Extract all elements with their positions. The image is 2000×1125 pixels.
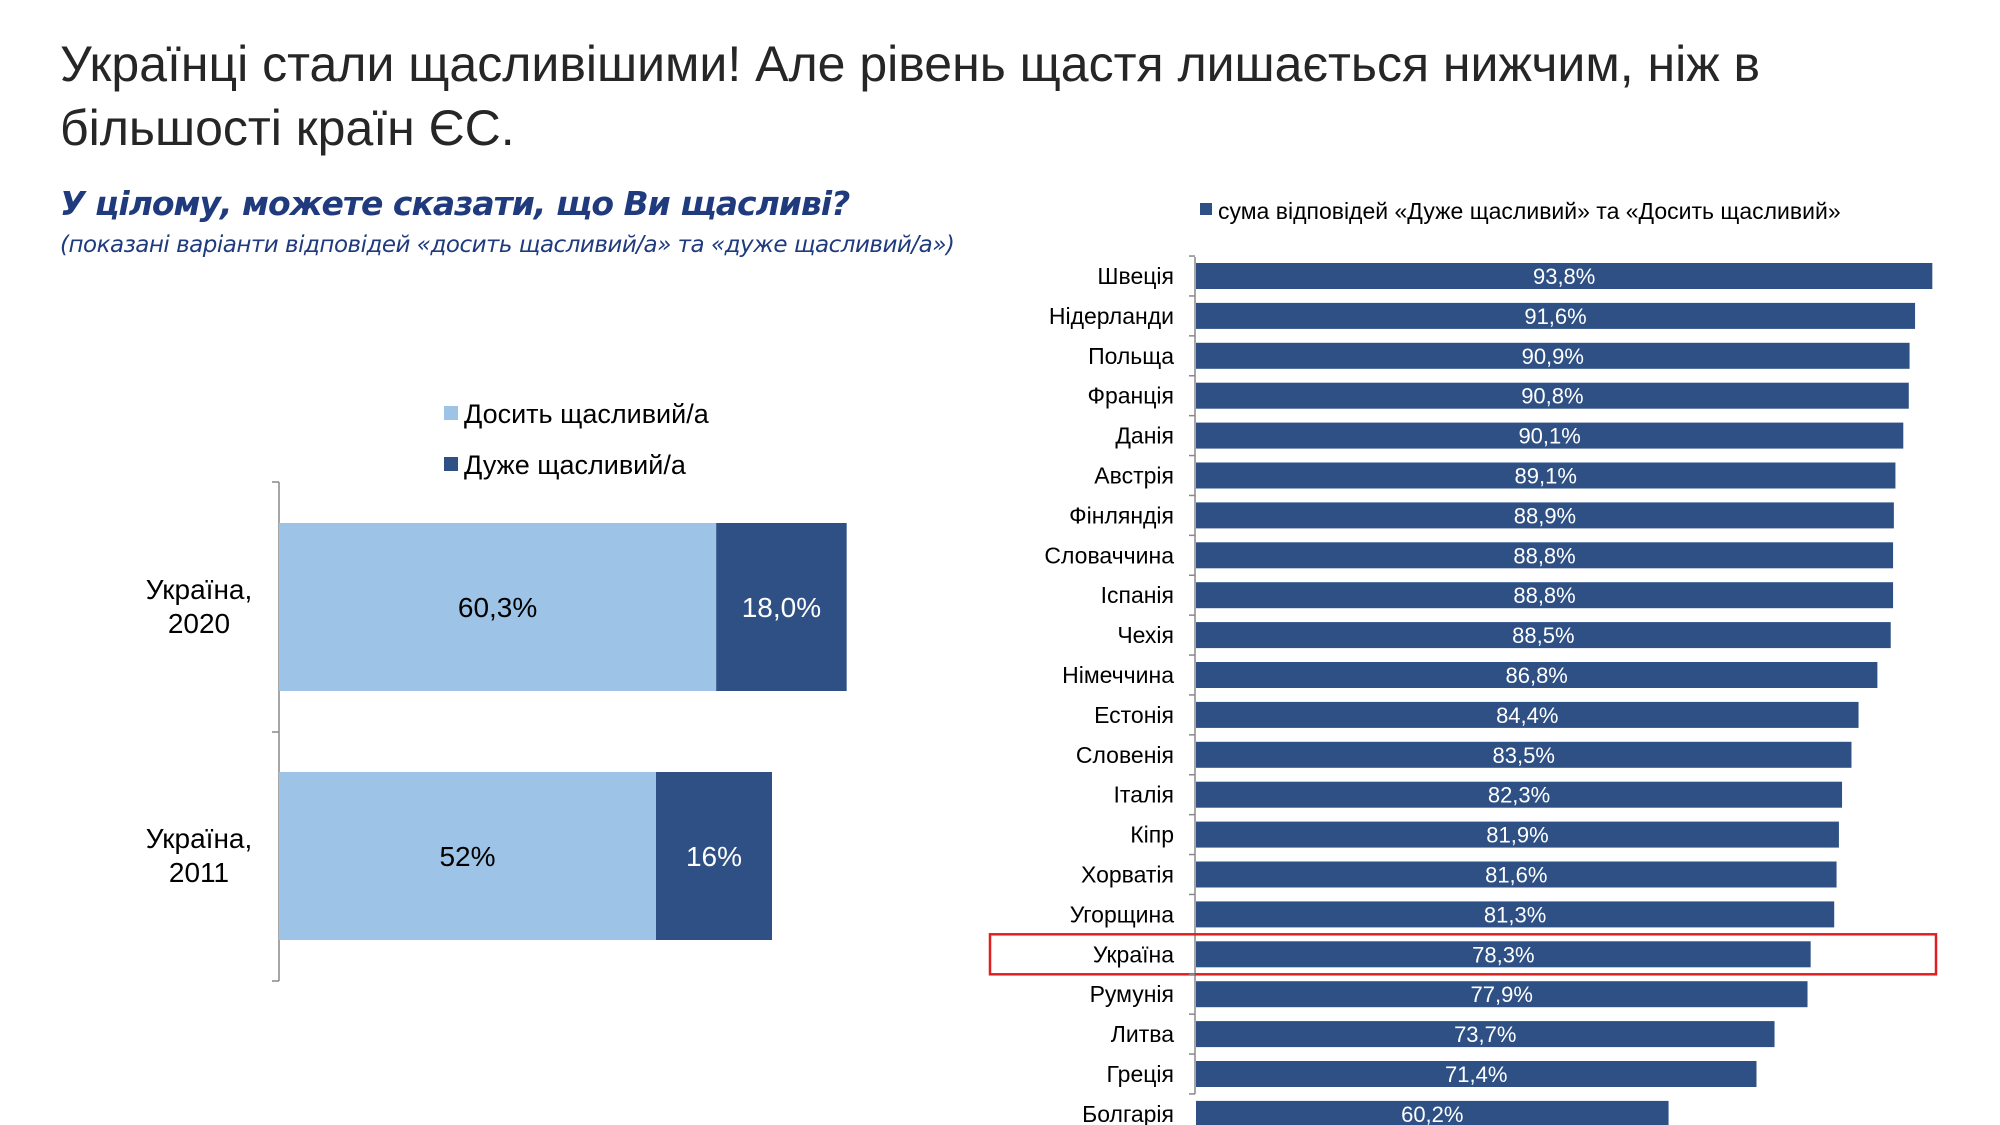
bar-Іспанія [1196,582,1894,609]
bar-Німеччина [1196,662,1878,688]
bar-data-label: 18,0% [742,592,821,623]
bar-Литва [1196,1021,1775,1048]
category-label: Італія [1114,782,1174,808]
bar-data-label: 52% [439,841,495,872]
legend-swatch-very-happy [444,457,458,471]
category-label: Литва [1111,1021,1174,1047]
slide-title: Українці стали щасливішими! Але рівень щ… [60,36,1761,156]
bar-Греція [1196,1061,1757,1087]
bar-data-label: 88,9% [1514,503,1576,528]
bar-Чехія [1196,622,1891,649]
category-label: Україна [1093,941,1174,967]
category-label: Словаччина [1044,542,1174,568]
bar-Фінляндія [1196,502,1894,529]
highlight-box [988,933,1938,976]
category-label: Чехія [1117,622,1174,648]
bar-Нідерланди [1196,302,1916,329]
category-label: Угорщина [1070,901,1175,927]
stacked-bar-segment [716,523,847,691]
category-label: Болгарія [1082,1101,1174,1125]
category-label: Україна, [146,574,253,605]
legend-label: сума відповідей «Дуже щасливий» та «Доси… [1218,198,1841,224]
bar-data-label: 60,3% [458,592,537,623]
category-label: Фінляндія [1069,502,1174,528]
bar-data-label: 88,5% [1512,623,1574,648]
stacked-bar-segment [279,772,656,940]
bar-data-label: 90,1% [1518,424,1580,449]
category-label: Естонія [1094,702,1174,728]
bar-Угорщина [1196,901,1835,928]
bar-Франція [1196,382,1909,409]
bar-Словенія [1196,741,1852,768]
bar-data-label: 84,4% [1496,703,1558,728]
bar-data-label: 90,9% [1522,344,1584,369]
category-label: Німеччина [1062,662,1174,688]
bar-data-label: 93,8% [1533,264,1595,289]
bar-data-label: 86,8% [1505,663,1567,688]
category-label: Румунія [1090,981,1174,1007]
legend-swatch [1200,203,1212,215]
category-label: Україна, [146,823,253,854]
bar-data-label: 89,1% [1515,464,1577,489]
bar-data-label: 91,6% [1524,304,1586,329]
bar-data-label: 77,9% [1471,982,1533,1007]
bar-data-label: 78,3% [1472,942,1534,967]
category-label: Хорватія [1081,862,1174,888]
category-label: Словенія [1076,742,1174,768]
category-label: Швеція [1097,263,1174,289]
category-label: Греція [1107,1061,1174,1087]
category-label: Іспанія [1101,582,1174,608]
legend-swatch-fairly-happy [444,406,458,420]
bar-data-label: 16% [686,841,742,872]
category-label: Австрія [1094,463,1174,489]
bar-data-label: 88,8% [1513,583,1575,608]
bar-data-label: 71,4% [1445,1062,1507,1087]
bar-Хорватія [1196,861,1837,888]
bar-Україна [1196,941,1811,968]
bar-Австрія [1196,462,1896,489]
bar-data-label: 73,7% [1454,1022,1516,1047]
bar-Данія [1196,422,1904,449]
bar-data-label: 82,3% [1488,783,1550,808]
bar-data-label: 60,2% [1401,1102,1463,1125]
bar-Італія [1196,781,1843,808]
question-note: (показані варіанти відповідей «досить ща… [60,232,955,258]
bar-data-label: 83,5% [1493,743,1555,768]
category-label: Польща [1088,343,1174,369]
bar-data-label: 90,8% [1521,384,1583,409]
category-label: 2011 [169,857,229,888]
legend-label-fairly-happy: Досить щасливий/а [464,399,710,429]
bar-data-label: 81,6% [1485,863,1547,888]
category-label: Данія [1115,423,1174,449]
bar-data-label: 88,8% [1513,543,1575,568]
bar-data-label: 81,3% [1484,902,1546,927]
stacked-bar-segment [656,772,772,940]
bar-Румунія [1196,981,1808,1008]
legend-label-very-happy: Дуже щасливий/а [464,450,687,480]
bar-Швеція [1196,263,1933,289]
question-heading: У цілому, можете сказати, що Ви щасливі? [60,184,850,223]
category-label: 2020 [168,608,230,639]
bar-data-label: 81,9% [1486,823,1548,848]
category-label: Франція [1087,383,1174,409]
bar-Кіпр [1196,821,1839,848]
bar-Болгарія [1196,1100,1669,1125]
stacked-bar-segment [279,523,717,691]
category-label: Нідерланди [1049,303,1174,329]
category-label: Кіпр [1130,822,1174,848]
bar-Словаччина [1196,542,1894,569]
bar-Польща [1196,342,1910,369]
bar-Естонія [1196,701,1859,728]
